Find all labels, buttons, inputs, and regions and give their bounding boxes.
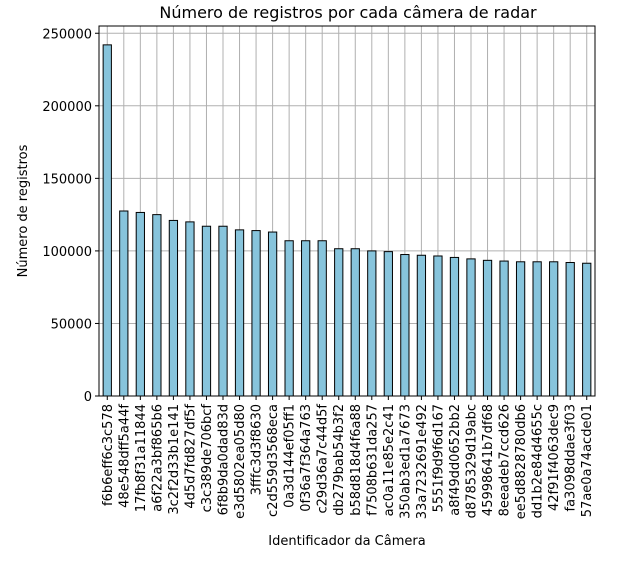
x-tick-label: 42f91f4063dec9 [547,404,562,511]
x-tick-label: 3fffc3d3f8630 [250,404,265,495]
bar [499,260,509,397]
x-tick-label: b58d818d4f6a88 [349,404,364,516]
bar [416,254,427,397]
bar [367,250,377,397]
bar [433,255,443,397]
chart-title: Número de registros por cada câmera de r… [159,3,537,22]
x-tick-label: a6f22a3bf865b6 [150,404,165,512]
plot-frame [98,25,596,397]
x-tick-label: fa3098ddae3f03 [564,404,579,512]
bar [102,44,112,397]
bar [449,256,460,397]
bar [565,262,575,397]
bars [102,44,592,397]
bar [466,258,476,397]
bar [582,262,592,397]
bar [201,225,212,397]
x-axis: f6b6eff6c3c578 48e548dff5a44f 17fb8f31a118… [101,396,595,519]
bar [152,214,162,397]
x-axis-label: Identificador da Câmera [268,534,425,549]
x-tick-label: a8f49dd0652bb2 [448,404,463,516]
x-tick-label: db279bab54b3f2 [332,404,347,516]
bar [334,248,344,397]
y-tick-label: 250000 [42,27,92,42]
x-tick-label: 6f8b9da0dad83d [217,404,232,515]
y-tick-label: 200000 [42,100,92,115]
x-tick-label: d8785329d19abc [465,404,480,518]
bar [234,229,245,397]
x-tick-label: c29d36a7c44d5f [316,404,331,514]
bar [119,210,129,397]
y-tick-label: 0 [84,390,92,405]
x-tick-label: 48e548dff5a44f [117,404,132,508]
x-tick-label: 0a3d144ef05ff1 [283,404,298,508]
bar [532,261,542,397]
y-tick-label: 100000 [42,245,92,260]
bar [515,261,526,397]
bar [482,259,493,397]
bar [267,231,278,397]
x-tick-label: c2d559d3568eca [266,404,281,517]
x-tick-label: 0f36a7f364a763 [299,404,314,512]
x-tick-label: ee5d8828780db6 [514,404,529,519]
bar [400,254,410,397]
x-tick-label: 33a7232691e492 [415,404,430,519]
y-tick-label: 50000 [51,317,92,332]
bar [549,261,559,397]
x-tick-label: 350ab3ed1a7673 [398,404,413,519]
bar [251,230,261,397]
x-tick-label: 5551f9d9f6d167 [431,404,446,512]
x-tick-label: 8eeadeb7ccd626 [498,404,513,516]
x-tick-label: f6b6eff6c3c578 [101,404,116,506]
x-tick-label: e3d5802ea05d80 [233,404,248,519]
x-tick-label: 3c2f2d33b1e141 [167,404,182,515]
bar [185,221,195,397]
bar [301,240,311,397]
x-tick-label: 57ae0a74acde01 [580,404,595,517]
bar [284,240,294,397]
x-tick-label: c3c389de706bcf [200,404,215,513]
bar [350,248,360,397]
bar [383,251,393,397]
x-tick-label: dd1b2e84d4655c [531,404,546,518]
bar [317,240,327,397]
bar [218,225,228,397]
y-axis-label: Número de registros [16,144,31,277]
y-tick-label: 150000 [42,172,92,187]
bar [135,211,145,397]
bar [168,219,179,397]
x-tick-label: 17fb8f31a11844 [134,404,149,512]
x-tick-label: 4d5d7fd827df5f [183,404,198,509]
y-axis: 0 50000 100000 150000 200000 250000 [42,27,99,405]
x-tick-label: f7508b631da257 [365,404,380,516]
x-tick-label: 45998641b7df68 [481,404,496,516]
x-tick-label: ac0a11e85e2c41 [382,404,397,516]
